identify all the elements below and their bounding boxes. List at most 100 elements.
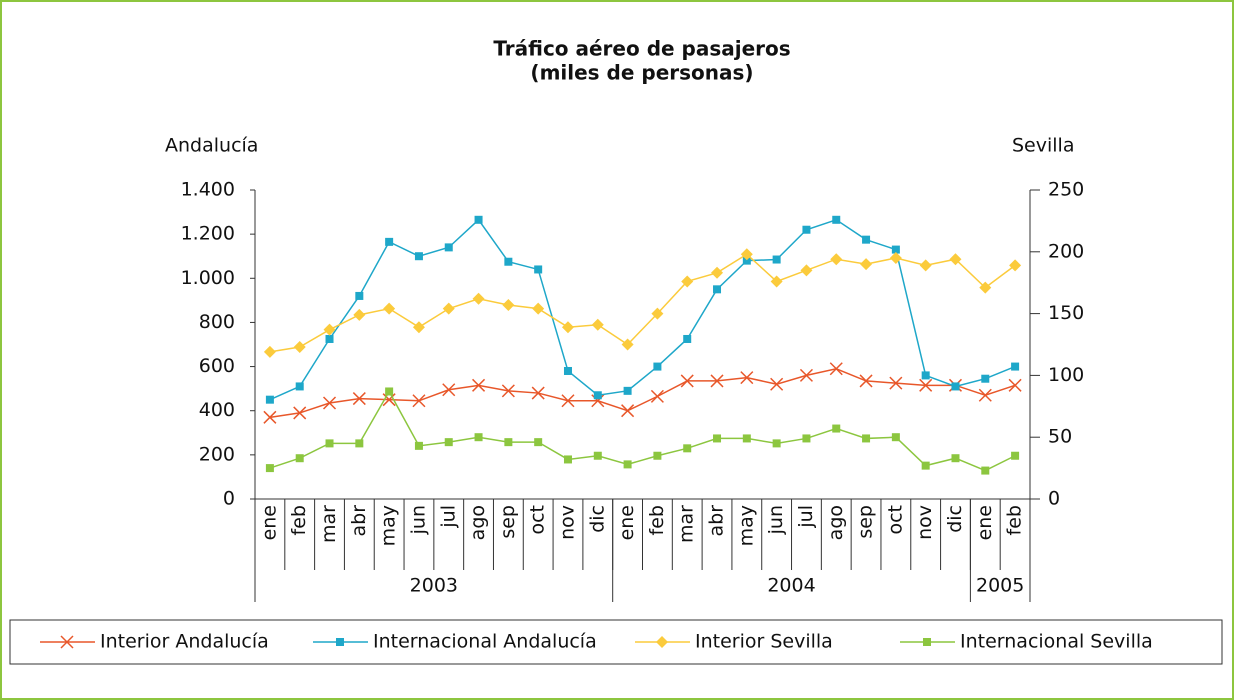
point [683, 334, 692, 343]
point [474, 433, 483, 442]
x-tick-label: may [378, 505, 400, 546]
legend-marker [60, 635, 74, 649]
x-tick-label: feb [1004, 505, 1026, 535]
y2-tick-label: 100 [1048, 364, 1084, 386]
point [951, 382, 960, 391]
point [919, 259, 932, 272]
point [891, 433, 900, 442]
point [710, 374, 724, 388]
group-label: 2003 [410, 575, 458, 597]
point [800, 264, 813, 277]
y-tick-label: 600 [199, 355, 235, 377]
point [981, 374, 990, 383]
point [534, 265, 543, 274]
x-tick-label: nov [914, 505, 936, 540]
point [742, 434, 751, 443]
point [385, 237, 394, 246]
y-tick-label: 400 [199, 399, 235, 421]
chart-subtitle: (miles de personas) [530, 61, 753, 85]
point [412, 394, 426, 408]
point [770, 377, 784, 391]
point [799, 368, 813, 382]
point [681, 275, 694, 288]
point [472, 378, 486, 392]
point [740, 248, 753, 261]
legend-box [9, 619, 1223, 665]
point [591, 318, 604, 331]
point [1009, 259, 1022, 272]
point [862, 434, 871, 443]
chart-title: Tráfico aéreo de pasajeros [493, 37, 790, 61]
point [295, 382, 304, 391]
point [442, 383, 456, 397]
x-tick-label: dic [586, 505, 608, 533]
x-tick-label: ene [616, 505, 638, 540]
x-tick-label: oct [527, 505, 549, 535]
point [293, 340, 306, 353]
point [889, 376, 903, 390]
point [263, 345, 276, 358]
point [444, 243, 453, 252]
legend-label: Interior Andalucía [100, 631, 269, 653]
x-tick-label: sep [855, 505, 877, 539]
y2-tick-label: 50 [1048, 426, 1072, 448]
point [713, 285, 722, 294]
point [651, 307, 664, 320]
point [802, 225, 811, 234]
point [621, 338, 634, 351]
point [534, 438, 543, 447]
point [295, 454, 304, 463]
x-tick-label: ene [974, 505, 996, 540]
x-tick-label: feb [646, 505, 668, 535]
point [949, 253, 962, 266]
point [263, 410, 277, 424]
legend-label: Internacional Andalucía [373, 631, 597, 653]
point [650, 389, 664, 403]
point [981, 466, 990, 475]
series-line [269, 218, 1016, 401]
point [740, 371, 754, 385]
point [653, 362, 662, 371]
y2-tick-label: 0 [1048, 488, 1060, 510]
point [1011, 451, 1020, 460]
point [713, 434, 722, 443]
y-tick-label: 1.000 [181, 267, 235, 289]
y-tick-label: 200 [199, 443, 235, 465]
point [414, 441, 423, 450]
point [412, 321, 425, 334]
point [680, 374, 694, 388]
point [323, 323, 336, 336]
point [325, 439, 334, 448]
y-tick-label: 1.400 [181, 179, 235, 201]
point [832, 424, 841, 433]
point [444, 438, 453, 447]
series-line [269, 389, 1016, 472]
x-tick-label: oct [884, 505, 906, 535]
y2-tick-label: 250 [1048, 179, 1084, 201]
group-label: 2005 [976, 575, 1024, 597]
point [472, 292, 485, 305]
point [593, 451, 602, 460]
x-tick-label: feb [288, 505, 310, 535]
point [474, 215, 483, 224]
point [711, 266, 724, 279]
point [623, 386, 632, 395]
point [802, 434, 811, 443]
point [265, 395, 274, 404]
legend-marker [923, 638, 931, 646]
point [772, 255, 781, 264]
point [442, 302, 455, 315]
y-tick-label: 800 [199, 311, 235, 333]
x-tick-label: nov [556, 505, 578, 540]
x-tick-label: mar [318, 505, 340, 543]
x-tick-label: sep [497, 505, 519, 539]
point [563, 366, 572, 375]
legend-marker [656, 636, 668, 648]
x-tick-label: mar [676, 505, 698, 543]
point [832, 215, 841, 224]
point [862, 235, 871, 244]
point [830, 253, 843, 266]
point [532, 302, 545, 315]
point [531, 386, 545, 400]
